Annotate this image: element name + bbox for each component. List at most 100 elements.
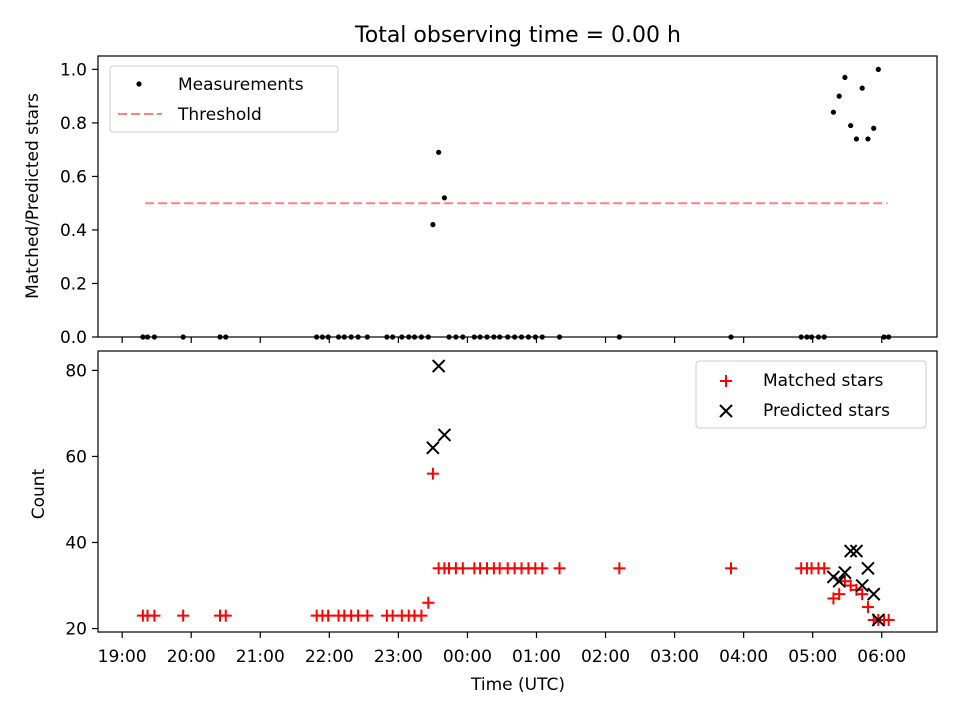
xtick-label: 04:00	[719, 647, 768, 667]
predicted-star-point	[855, 578, 869, 593]
measurement-point	[217, 334, 223, 340]
measurement-point	[518, 334, 525, 340]
xtick-label: 23:00	[374, 647, 423, 667]
bottom-legend: Matched stars Predicted stars	[695, 360, 927, 429]
matched-stars-points	[136, 467, 895, 626]
measurement-point	[436, 149, 442, 155]
measurement-point	[505, 334, 511, 340]
xtick-label: 06:00	[857, 647, 906, 667]
legend-matched-label: Matched stars	[763, 371, 883, 391]
xtick-label: 02:00	[581, 647, 630, 667]
predicted-star-point	[826, 570, 841, 584]
measurement-point	[853, 136, 860, 142]
xtick-label: 21:00	[236, 647, 285, 667]
measurement-point	[144, 334, 151, 340]
matched-star-point	[613, 562, 626, 575]
xtick-label: 19:00	[98, 647, 147, 667]
measurement-point	[180, 334, 186, 340]
bottom-ytick-label: 20	[65, 620, 87, 640]
predicted-star-point	[832, 574, 846, 588]
chart-title: Total observing time = 0.00 h	[354, 23, 681, 48]
matched-star-point	[177, 609, 190, 622]
matched-star-point	[219, 609, 232, 622]
measurement-point	[390, 334, 396, 340]
legend-threshold-label: Threshold	[177, 105, 262, 125]
predicted-star-point	[838, 565, 852, 580]
measurement-point	[881, 334, 887, 340]
measurement-point	[384, 334, 390, 340]
measurement-point	[848, 122, 854, 129]
top-legend: Measurements Threshold	[109, 65, 339, 133]
measurement-point	[836, 93, 842, 99]
measurement-point	[871, 125, 877, 131]
measurement-point	[830, 109, 837, 115]
matched-star-point	[724, 562, 737, 575]
top-ytick-label: 0.4	[60, 221, 87, 241]
measurement-point	[446, 334, 452, 340]
measurement-point	[616, 334, 622, 340]
predicted-stars-points	[426, 359, 886, 627]
top-ytick-label: 0.0	[60, 328, 87, 348]
measurement-point	[355, 334, 361, 340]
legend-predicted-label: Predicted stars	[763, 401, 890, 421]
predicted-star-point	[437, 428, 452, 442]
bottom-ytick-label: 40	[65, 533, 87, 553]
measurement-point	[525, 334, 532, 340]
measurement-point	[815, 334, 822, 340]
top-ytick-label: 0.8	[60, 114, 87, 134]
measurement-point	[348, 334, 354, 340]
measurement-point	[223, 334, 229, 340]
matched-star-point	[882, 613, 895, 626]
measurement-point	[497, 334, 503, 340]
measurement-point	[319, 334, 326, 340]
predicted-star-point	[871, 613, 886, 627]
measurement-point	[539, 334, 545, 340]
predicted-star-point	[849, 544, 864, 558]
measurement-point	[804, 334, 810, 340]
measurement-point	[406, 334, 412, 340]
xtick-label: 20:00	[167, 647, 216, 667]
predicted-star-point	[426, 441, 440, 455]
measurement-point	[151, 334, 157, 340]
bottom-x-axis: 19:00 20:00 21:00 22:00 23:00 00:00 01:00 02:00…	[98, 632, 906, 667]
measurement-point	[460, 334, 466, 340]
measurement-point	[728, 334, 734, 340]
legend-measurements-marker	[136, 81, 142, 87]
measurement-point	[875, 66, 881, 72]
measurement-point	[842, 74, 848, 81]
measurement-point	[364, 334, 370, 340]
matched-star-point	[553, 562, 566, 575]
legend-matched-marker	[720, 375, 732, 387]
top-ytick-label: 1.0	[60, 60, 87, 80]
measurement-point	[411, 334, 418, 340]
measurement-point	[325, 334, 331, 340]
matched-star-point	[415, 609, 428, 622]
predicted-star-point	[861, 561, 875, 576]
predicted-star-point	[866, 587, 881, 601]
measurement-point	[335, 334, 342, 340]
matched-star-point	[148, 609, 161, 622]
matched-star-point	[861, 601, 874, 614]
xtick-label: 22:00	[305, 647, 354, 667]
predicted-star-point	[843, 544, 858, 558]
xtick-label: 01:00	[512, 647, 561, 667]
measurement-point	[808, 334, 815, 340]
measurement-point	[425, 334, 431, 340]
measurement-point	[512, 334, 518, 340]
top-ytick-label: 0.6	[60, 167, 87, 187]
matched-star-point	[426, 467, 439, 480]
measurement-point	[399, 334, 405, 340]
xtick-label: 03:00	[650, 647, 699, 667]
measurement-point	[453, 334, 459, 340]
measurement-point	[430, 222, 436, 228]
measurement-point	[532, 334, 538, 340]
matched-star-point	[322, 609, 335, 622]
measurement-point	[140, 334, 146, 340]
measurement-point	[491, 334, 497, 340]
measurement-point	[798, 334, 804, 340]
measurement-point	[471, 334, 477, 340]
matched-star-point	[818, 562, 831, 575]
matched-star-point	[456, 562, 469, 575]
measurement-point	[865, 136, 871, 142]
